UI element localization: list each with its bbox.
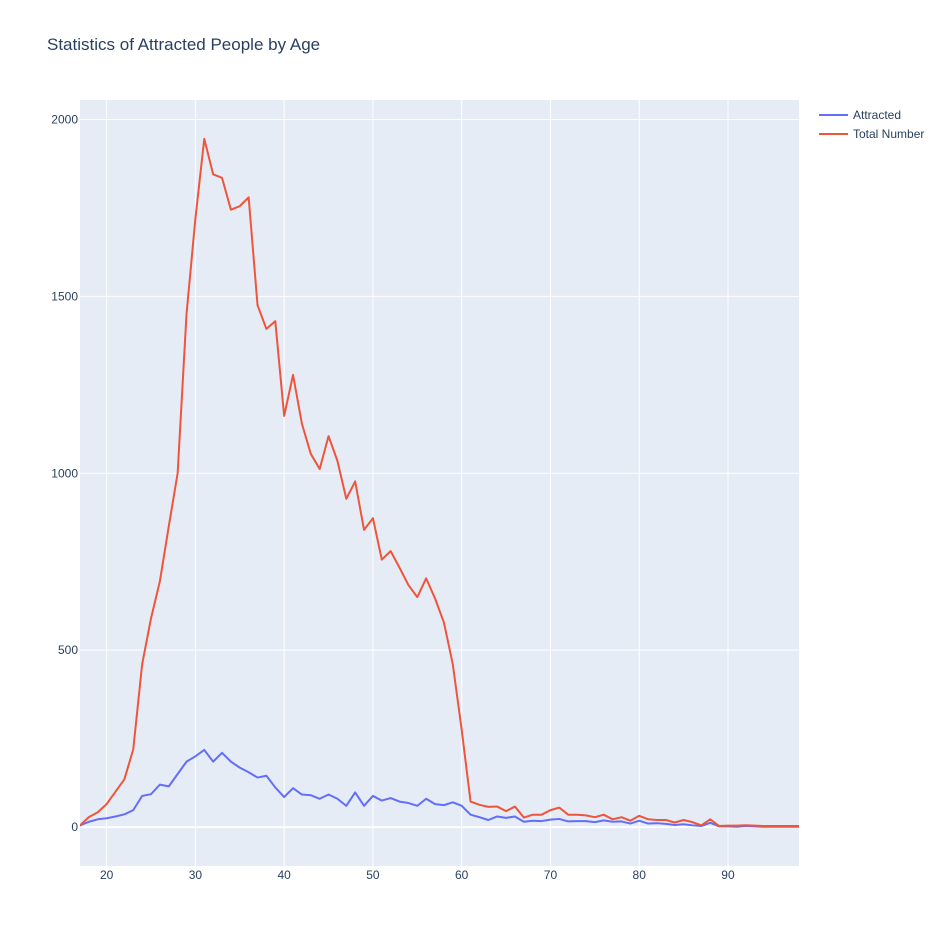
x-tick-label: 90 — [721, 868, 735, 882]
legend-label: Attracted — [853, 108, 901, 122]
series-line-0 — [80, 748, 799, 828]
x-tick-label: 20 — [100, 868, 114, 882]
legend-item-1[interactable]: Total Number — [819, 127, 924, 141]
y-tick-label: 2000 — [51, 112, 78, 126]
y-tick-label: 0 — [71, 820, 78, 834]
y-tick-label: 1000 — [51, 466, 78, 480]
x-tick-label: 50 — [366, 868, 380, 882]
grid-lines — [80, 100, 799, 866]
x-tick-label: 40 — [277, 868, 291, 882]
y-tick-label: 1500 — [51, 289, 78, 303]
x-axis-ticks: 20 30 40 50 60 70 80 90 — [100, 868, 735, 882]
legend-item-0[interactable]: Attracted — [819, 108, 901, 122]
x-tick-label: 80 — [633, 868, 647, 882]
x-tick-label: 70 — [544, 868, 558, 882]
chart-title: Statistics of Attracted People by Age — [47, 35, 320, 54]
x-tick-label: 30 — [189, 868, 203, 882]
legend[interactable]: Attracted Total Number — [819, 108, 924, 141]
legend-label: Total Number — [853, 127, 924, 141]
y-tick-label: 500 — [58, 643, 78, 657]
y-axis-ticks: 0 500 1000 1500 2000 — [51, 112, 78, 834]
series-line-1 — [80, 137, 799, 828]
series-lines — [80, 137, 799, 828]
plot-area — [80, 100, 799, 866]
x-tick-label: 60 — [455, 868, 469, 882]
